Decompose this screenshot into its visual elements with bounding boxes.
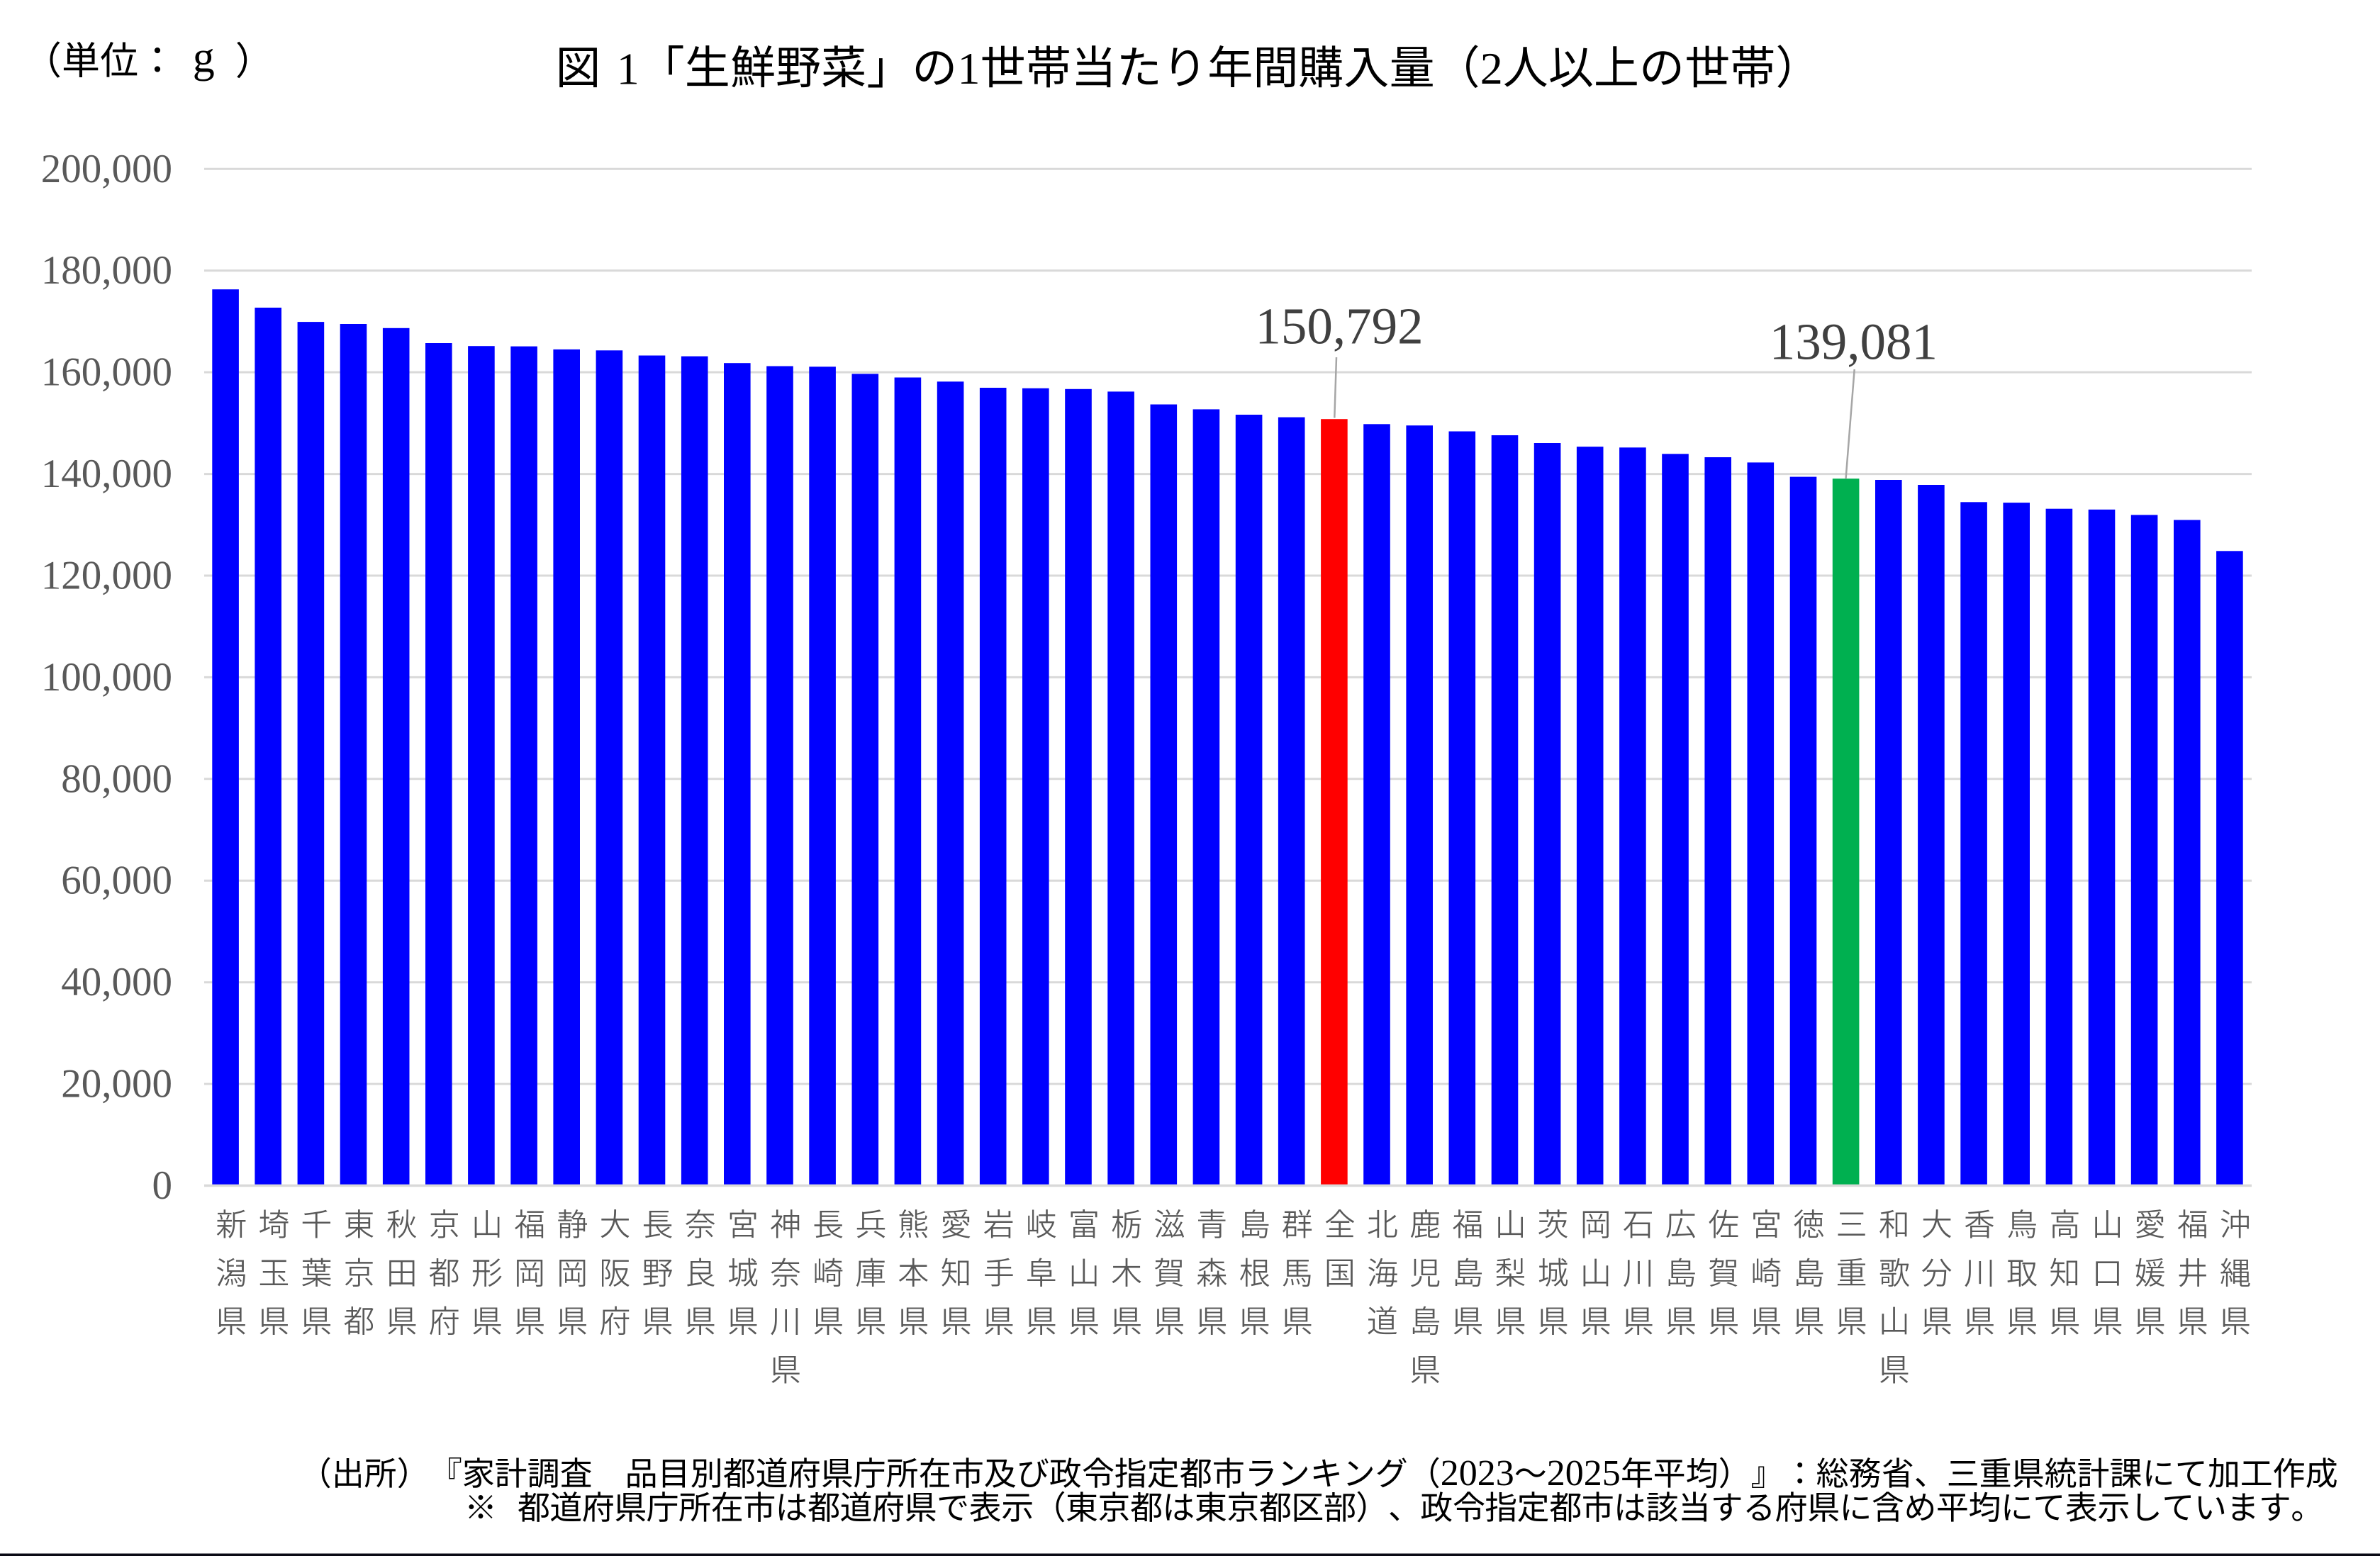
svg-text:山形県: 山形県: [471, 1199, 503, 1342]
svg-text:新潟県: 新潟県: [216, 1199, 247, 1342]
svg-text:山梨県: 山梨県: [1495, 1199, 1526, 1342]
svg-text:長崎県: 長崎県: [812, 1199, 844, 1342]
svg-text:香川県: 香川県: [1964, 1199, 1995, 1342]
svg-text:奈良県: 奈良県: [685, 1199, 716, 1342]
svg-text:岡山県: 岡山県: [1580, 1199, 1611, 1342]
svg-text:160,000: 160,000: [41, 350, 172, 395]
svg-text:福島県: 福島県: [1452, 1199, 1483, 1342]
svg-text:150,792: 150,792: [1255, 298, 1423, 355]
svg-text:宮崎県: 宮崎県: [1750, 1199, 1782, 1342]
svg-text:福岡県: 福岡県: [514, 1199, 545, 1342]
svg-text:沖縄県: 沖縄県: [2220, 1199, 2251, 1342]
svg-text:40,000: 40,000: [61, 960, 172, 1004]
svg-text:青森県: 青森県: [1196, 1199, 1227, 1342]
svg-text:佐賀県: 佐賀県: [1708, 1199, 1739, 1342]
svg-text:鳥取県: 鳥取県: [2006, 1199, 2038, 1342]
svg-text:60,000: 60,000: [61, 858, 172, 903]
svg-text:200,000: 200,000: [41, 147, 172, 191]
svg-text:群馬県: 群馬県: [1282, 1199, 1313, 1342]
svg-text:大分県: 大分県: [1921, 1199, 1952, 1342]
svg-text:滋賀県: 滋賀県: [1153, 1199, 1185, 1342]
svg-text:山口県: 山口県: [2092, 1199, 2123, 1342]
svg-text:全国: 全国: [1324, 1199, 1356, 1293]
svg-text:静岡県: 静岡県: [557, 1199, 588, 1342]
svg-text:福井県: 福井県: [2177, 1199, 2208, 1342]
svg-text:180,000: 180,000: [41, 248, 172, 293]
svg-text:長野県: 長野県: [642, 1199, 674, 1342]
svg-text:東京都: 東京都: [344, 1199, 375, 1342]
svg-text:※ 都道府県庁所在市は都道府県で表示（東京都は東京都区部）、: ※ 都道府県庁所在市は都道府県で表示（東京都は東京都区部）、政令指定都市は該当す…: [464, 1490, 2323, 1526]
svg-text:熊本県: 熊本県: [898, 1199, 929, 1342]
svg-text:秋田県: 秋田県: [386, 1199, 418, 1342]
svg-text:140,000: 140,000: [41, 452, 172, 496]
svg-text:図 1「生鮮野菜」の1世帯当たり年間購入量（2人以上の世帯）: 図 1「生鮮野菜」の1世帯当たり年間購入量（2人以上の世帯）: [555, 43, 1821, 94]
svg-text:広島県: 広島県: [1665, 1199, 1697, 1342]
svg-text:愛媛県: 愛媛県: [2135, 1199, 2166, 1342]
svg-text:神奈川県: 神奈川県: [770, 1199, 801, 1390]
svg-text:富山県: 富山県: [1068, 1199, 1100, 1342]
svg-text:愛知県: 愛知県: [941, 1199, 972, 1342]
svg-text:（単位：g）: （単位： g）: [23, 30, 274, 86]
svg-text:高知県: 高知県: [2049, 1199, 2080, 1342]
svg-text:徳島県: 徳島県: [1794, 1199, 1825, 1342]
svg-text:三重県: 三重県: [1836, 1199, 1867, 1342]
svg-text:石川県: 石川県: [1623, 1199, 1654, 1342]
svg-text:120,000: 120,000: [41, 554, 172, 598]
svg-text:千葉県: 千葉県: [301, 1199, 332, 1342]
svg-text:茨城県: 茨城県: [1538, 1199, 1569, 1342]
svg-text:80,000: 80,000: [61, 756, 172, 801]
svg-text:兵庫県: 兵庫県: [855, 1199, 886, 1342]
svg-text:埼玉県: 埼玉県: [258, 1199, 289, 1342]
svg-text:（出所）『家計調査 品目別都道府県庁所在市及び政令指定都市ラ: （出所）『家計調査 品目別都道府県庁所在市及び政令指定都市ランキング（2023～…: [299, 1453, 2338, 1494]
svg-text:0: 0: [152, 1163, 173, 1208]
svg-text:岐阜県: 岐阜県: [1026, 1199, 1057, 1342]
svg-text:北海道: 北海道: [1367, 1199, 1398, 1342]
svg-text:大阪府: 大阪府: [599, 1199, 630, 1342]
svg-text:栃木県: 栃木県: [1111, 1199, 1142, 1342]
svg-text:139,081: 139,081: [1770, 313, 1938, 370]
svg-text:和歌山県: 和歌山県: [1879, 1199, 1910, 1390]
svg-text:島根県: 島根県: [1239, 1199, 1270, 1342]
svg-text:100,000: 100,000: [41, 655, 172, 700]
svg-text:20,000: 20,000: [61, 1062, 172, 1107]
svg-text:岩手県: 岩手県: [983, 1199, 1015, 1342]
svg-text:宮城県: 宮城県: [727, 1199, 759, 1342]
svg-text:京都府: 京都府: [429, 1199, 460, 1342]
svg-text:鹿児島県: 鹿児島県: [1409, 1199, 1441, 1390]
